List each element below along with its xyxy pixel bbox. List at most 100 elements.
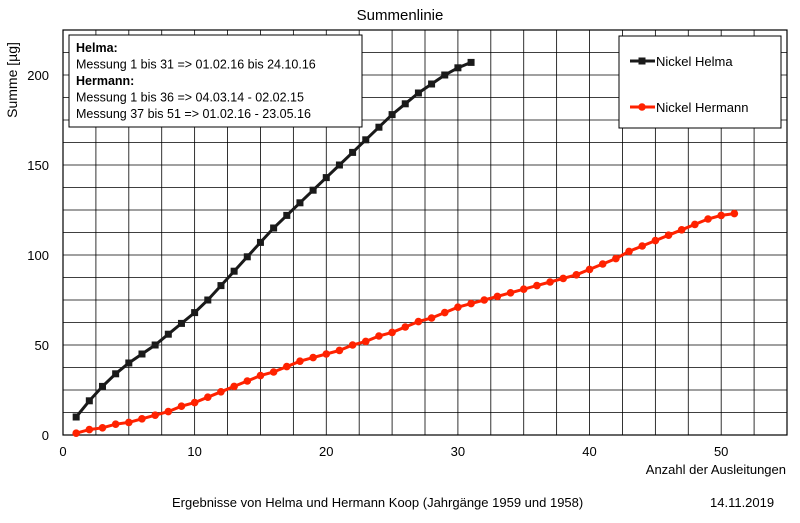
legend: Nickel Helma Nickel Hermann [618,35,782,129]
data-point-hermann [559,274,568,283]
plot-area-border [62,29,788,436]
data-point-hermann [493,292,502,301]
x-tick-label: 50 [714,444,728,459]
data-point-hermann [348,341,357,349]
data-point-helma [467,58,475,66]
data-point-hermann [230,382,238,391]
x-tick-label: 20 [319,444,333,459]
data-point-hermann [585,265,594,274]
data-point-hermann [598,260,607,268]
data-point-helma [401,100,409,108]
data-point-helma [191,309,199,317]
legend-label: Nickel Hermann [656,100,748,115]
x-axis-ticks: 0 10 20 30 40 50 [59,444,728,459]
y-tick-label: 0 [42,428,49,443]
data-point-helma [125,359,133,367]
legend-marker-circle [638,103,646,111]
annotation-line: Messung 37 bis 51 => 01.02.16 - 23.05.16 [76,107,311,121]
data-point-helma [335,161,343,169]
data-point-helma [414,89,422,97]
data-point-hermann [256,371,265,380]
x-tick-label: 0 [59,444,66,459]
data-point-hermann [243,377,252,385]
series-layer [72,58,739,438]
data-point-helma [256,238,264,246]
data-point-helma [151,341,159,349]
data-point-hermann [506,289,515,297]
footer-date: 14.11.2019 [710,495,775,510]
data-point-hermann [269,368,278,376]
data-point-helma [362,136,370,144]
data-point-hermann [72,429,80,438]
data-point-helma [204,296,212,304]
data-point-hermann [335,346,344,355]
data-point-hermann [480,296,489,304]
annotation-box: Helma: Messung 1 bis 31 => 01.02.16 bis 2… [68,34,363,128]
data-point-hermann [388,328,396,337]
data-point-helma [428,80,436,88]
y-axis-label: Summe [µg] [4,42,20,118]
data-point-helma [217,282,225,290]
chart-title: Summenlinie [357,7,444,24]
data-point-hermann [164,407,173,416]
x-axis-label: Anzahl der Ausleitungen [646,462,786,477]
data-point-hermann [572,271,581,279]
data-point-hermann [677,226,686,234]
legend-frame [618,35,782,129]
data-point-hermann [533,281,541,290]
data-point-helma [177,319,185,327]
data-point-hermann [282,362,291,371]
data-point-hermann [190,398,199,407]
data-point-helma [349,148,357,156]
data-point-hermann [651,236,660,245]
data-point-helma [72,413,80,421]
annotation-line: Helma: [76,41,118,55]
data-point-hermann [704,215,712,223]
data-point-helma [138,350,146,358]
annotation-frame [68,34,363,128]
data-point-helma [322,174,330,182]
chart: Summenlinie 0 50 100 150 200 0 10 20 30 40 50 Sum… [4,7,788,477]
data-point-helma [309,186,317,194]
data-point-hermann [177,402,186,411]
data-point-hermann [519,285,528,294]
data-point-hermann [467,299,475,308]
data-point-hermann [440,308,449,317]
annotation-line: Messung 1 bis 36 => 04.03.14 - 02.02.15 [76,91,304,105]
footer-caption: Ergebnisse von Helma und Hermann Koop (J… [172,495,584,510]
data-point-hermann [85,425,94,434]
data-point-helma [454,64,462,72]
x-tick-label: 30 [451,444,465,459]
data-point-hermann [322,350,331,358]
data-point-hermann [730,209,739,218]
x-tick-label: 40 [582,444,596,459]
y-tick-label: 200 [27,68,49,83]
data-point-hermann [375,332,383,340]
y-tick-label: 50 [35,338,49,353]
y-axis-ticks: 0 50 100 150 200 [27,68,49,443]
x-tick-label: 10 [187,444,201,459]
data-point-hermann [401,323,410,331]
data-point-hermann [111,420,120,429]
data-point-hermann [98,424,107,432]
data-point-hermann [361,337,370,346]
y-tick-label: 150 [27,158,49,173]
data-point-helma [375,123,383,131]
data-point-helma [283,211,291,219]
data-point-hermann [125,418,133,427]
legend-label: Nickel Helma [656,54,733,69]
annotation-line: Messung 1 bis 31 => 01.02.16 bis 24.10.1… [76,58,316,72]
data-point-helma [98,382,106,390]
data-point-hermann [138,415,146,423]
data-point-helma [112,370,120,378]
legend-marker-square [638,57,646,65]
data-point-helma [85,397,93,405]
data-point-hermann [717,211,725,220]
data-point-hermann [664,231,673,239]
data-point-hermann [612,254,620,263]
data-point-hermann [296,357,304,366]
data-point-hermann [625,247,633,256]
data-point-hermann [414,317,423,326]
annotation-line: Hermann: [76,74,134,88]
data-point-hermann [638,242,646,250]
